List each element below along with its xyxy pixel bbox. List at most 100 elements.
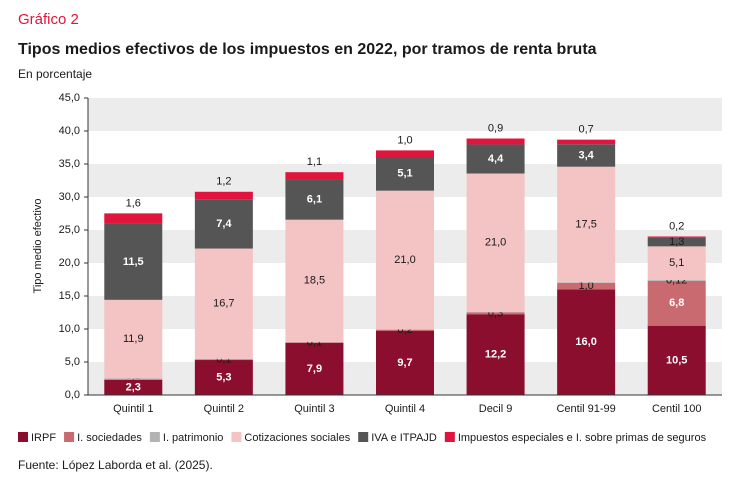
legend-label: Cotizaciones sociales [244,432,350,444]
bar-segment [194,199,253,249]
value-label: 1,3 [669,236,684,248]
y-tick-label: 25,0 [59,224,80,236]
value-label: 17,5 [575,218,596,230]
value-label: 16,0 [575,336,596,348]
bar-segment [285,219,344,342]
chart-subtitle: En porcentaje [18,67,92,81]
value-label: 4,4 [488,153,504,165]
bar-segment [647,280,706,326]
bar-segment [376,330,434,395]
value-label: 11,5 [123,256,144,268]
value-label: 11,9 [123,333,144,345]
value-label: 1,0 [397,134,412,146]
x-tick-label: Centil 91-99 [556,403,615,415]
value-label: 7,9 [307,363,322,375]
y-tick-label: 45,0 [59,92,80,104]
value-label: 21,0 [394,254,415,266]
y-axis-label: Tipo medio efectivo [32,199,44,294]
bar-segment [647,246,706,281]
bar-segment [466,138,525,145]
bar-segment [647,325,706,395]
y-tick-label: 30,0 [59,191,80,203]
bar-segment [647,237,706,247]
chart-title: Tipos medios efectivos de los impuestos … [18,41,597,58]
bar-segment [647,280,706,281]
bar-segment [194,191,253,200]
y-tick-label: 35,0 [59,158,80,170]
legend-label: Impuestos especiales e I. sobre primas d… [458,432,707,444]
bar-segment [104,213,163,224]
legend-label: IVA e ITPAJD [371,432,437,444]
source: Fuente: López Laborda et al. (2025). [18,458,213,472]
legend-swatch [444,432,455,442]
bar-segment [194,360,253,395]
y-tick-label: 0,0 [65,389,80,401]
x-tick-label: Quintil 3 [294,403,334,415]
bar-segment [647,236,706,238]
bar-segment [376,190,434,330]
value-label: 6,1 [307,193,322,205]
bar-segment [285,172,344,180]
y-tick-label: 40,0 [59,125,80,137]
value-label: 5,1 [669,257,684,269]
bar-segment [376,157,434,191]
value-label: 5,1 [397,168,412,180]
bar-segment [557,166,616,283]
value-label: 6,8 [669,297,684,309]
y-tick-label: 20,0 [59,257,80,269]
chart-label: Gráfico 2 [18,11,79,28]
bar-segment [104,299,163,379]
x-tick-label: Decil 9 [479,403,513,415]
value-label: 1,6 [126,197,141,209]
bar-segment [557,289,616,395]
bar-segment [285,342,344,343]
bar-segment [194,358,253,360]
band [88,98,722,131]
bar-segment [557,282,616,290]
value-label: 10,5 [666,354,687,366]
y-tick-label: 15,0 [59,290,80,302]
bar-segment [557,144,616,167]
legend-label: I. sociedades [77,432,142,444]
legend-label: I. patrimonio [163,432,224,444]
legend-swatch [18,432,28,442]
bar-segment [466,314,525,395]
bar-segment [376,150,434,158]
bar-segment [104,378,163,380]
value-label: 0,9 [488,122,503,134]
value-label: 1,1 [307,156,322,168]
bar-segment [466,144,525,174]
bar-segment [194,359,253,361]
bar-segment [104,379,163,380]
value-label: 1,2 [216,176,231,188]
legend-swatch [64,432,75,442]
legend-swatch [358,432,369,442]
value-label: 0,2 [669,220,684,232]
value-label: 7,4 [216,218,232,230]
value-label: 2,3 [126,381,141,393]
legend-swatch [231,432,242,442]
bar-segment [557,139,616,145]
bar-segment [376,329,434,331]
bar-segment [104,379,163,395]
bar-segment [285,179,344,220]
bar-segment [557,282,616,283]
bar-segment [104,223,163,300]
y-tick-label: 5,0 [65,356,80,368]
bar-segment [285,342,344,395]
x-tick-label: Quintil 1 [113,403,153,415]
value-label: 0,7 [578,124,593,136]
bar-segment [194,248,253,359]
bar-segment [466,173,525,313]
legend-label: IRPF [31,432,56,444]
value-label: 5,3 [216,371,231,383]
x-tick-label: Quintil 2 [204,403,244,415]
x-tick-label: Centil 100 [652,403,702,415]
x-tick-label: Quintil 4 [385,403,425,415]
legend-swatch [149,432,160,442]
value-label: 16,7 [213,298,234,310]
value-label: 9,7 [397,357,412,369]
value-label: 12,2 [485,349,506,361]
value-label: 1,0 [578,280,593,292]
